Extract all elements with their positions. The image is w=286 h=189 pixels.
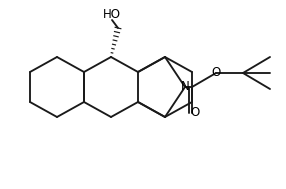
Text: N: N [181,81,189,94]
Text: HO: HO [103,8,121,20]
Text: O: O [190,106,200,119]
Text: O: O [211,67,221,80]
